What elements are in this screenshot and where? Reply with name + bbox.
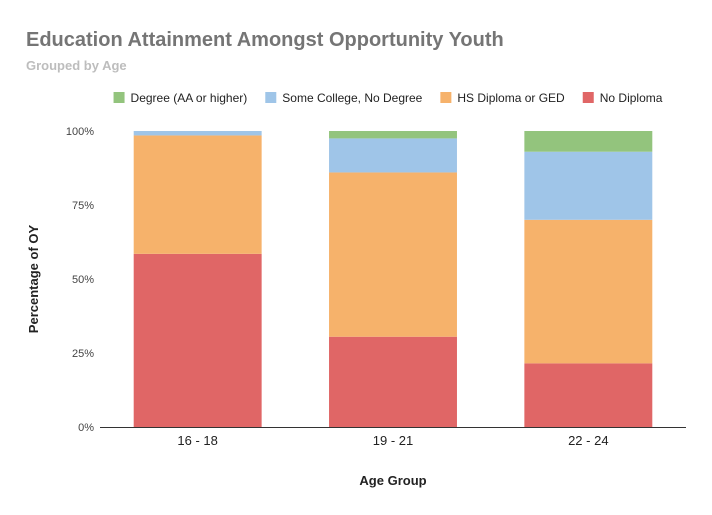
- x-category-label: 22 - 24: [568, 433, 608, 448]
- x-category-label: 16 - 18: [177, 433, 217, 448]
- legend-label: Degree (AA or higher): [131, 91, 248, 105]
- bars: [133, 131, 653, 427]
- bar-segment: [329, 172, 457, 337]
- bar-segment: [524, 131, 653, 152]
- legend: Degree (AA or higher) Some College, No De…: [113, 91, 663, 105]
- legend-label: HS Diploma or GED: [457, 91, 565, 105]
- bar-segment: [329, 336, 457, 427]
- legend-swatch: [440, 92, 452, 103]
- x-axis-categories: 16 - 18 19 - 21 22 - 24: [177, 433, 608, 448]
- bar-segment: [133, 253, 262, 427]
- legend-label: Some College, No Degree: [282, 91, 422, 105]
- y-tick-label: 25%: [72, 348, 94, 360]
- legend-swatch: [582, 92, 594, 103]
- legend-item: Degree (AA or higher): [113, 91, 248, 105]
- bar-segment: [524, 151, 653, 220]
- bar-segment: [329, 138, 457, 173]
- chart-title: Education Attainment Amongst Opportunity…: [26, 29, 504, 51]
- x-axis-title: Age Group: [359, 473, 426, 488]
- y-tick-label: 100%: [66, 126, 94, 138]
- chart-subtitle: Grouped by Age: [26, 58, 127, 73]
- y-axis-title: Percentage of OY: [26, 224, 41, 333]
- legend-item: HS Diploma or GED: [440, 91, 565, 105]
- bar-segment: [524, 219, 653, 364]
- bar-segment: [133, 135, 262, 254]
- y-tick-label: 50%: [72, 274, 94, 286]
- legend-swatch: [265, 92, 277, 103]
- y-tick-label: 0%: [78, 422, 94, 434]
- y-tick-label: 75%: [72, 200, 94, 212]
- bar-segment: [133, 131, 262, 136]
- legend-swatch: [113, 92, 125, 103]
- x-category-label: 19 - 21: [373, 433, 413, 448]
- y-axis-ticks: 0% 25% 50% 75% 100%: [66, 126, 94, 434]
- legend-label: No Diploma: [600, 91, 663, 105]
- bar-segment: [329, 131, 457, 139]
- legend-item: No Diploma: [582, 91, 663, 105]
- bar-segment: [524, 363, 653, 427]
- legend-item: Some College, No Degree: [265, 91, 423, 105]
